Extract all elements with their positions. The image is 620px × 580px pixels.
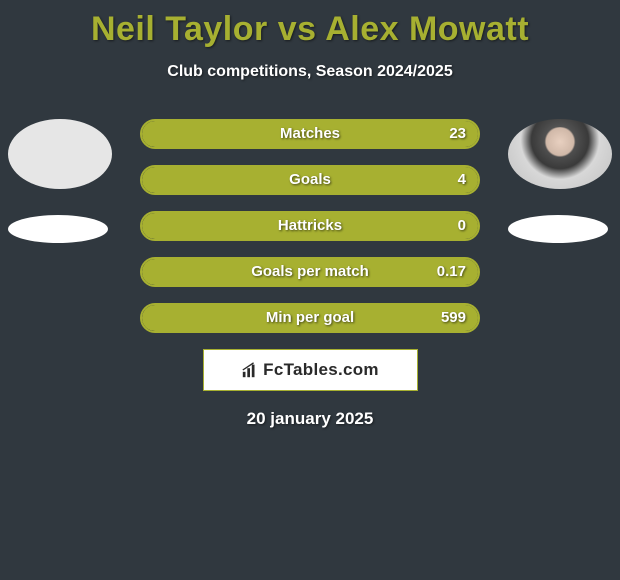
- stat-bar-goals: Goals 4: [140, 165, 480, 195]
- stat-bars: Matches 23 Goals 4 Hattricks 0 Goals per…: [140, 119, 480, 333]
- stat-value: 0: [458, 213, 466, 239]
- stat-bar-hattricks: Hattricks 0: [140, 211, 480, 241]
- stat-value: 23: [449, 121, 466, 147]
- stat-value: 4: [458, 167, 466, 193]
- player-left-shadow: [8, 215, 108, 243]
- player-right-avatar: [508, 119, 612, 189]
- player-right-shadow: [508, 215, 608, 243]
- stat-value: 0.17: [437, 259, 466, 285]
- stat-bar-matches: Matches 23: [140, 119, 480, 149]
- bar-chart-icon: [241, 361, 259, 379]
- page-title: Neil Taylor vs Alex Mowatt: [0, 0, 620, 49]
- stat-label: Min per goal: [142, 305, 478, 331]
- date-text: 20 january 2025: [0, 409, 620, 429]
- stat-label: Goals: [142, 167, 478, 193]
- stat-label: Goals per match: [142, 259, 478, 285]
- stat-label: Hattricks: [142, 213, 478, 239]
- logo-box[interactable]: FcTables.com: [203, 349, 418, 391]
- player-right-column: [508, 119, 612, 243]
- stat-label: Matches: [142, 121, 478, 147]
- logo-text: FcTables.com: [263, 360, 379, 380]
- player-left-avatar: [8, 119, 112, 189]
- stat-bar-goals-per-match: Goals per match 0.17: [140, 257, 480, 287]
- stats-area: Matches 23 Goals 4 Hattricks 0 Goals per…: [0, 119, 620, 429]
- stat-bar-min-per-goal: Min per goal 599: [140, 303, 480, 333]
- player-left-column: [8, 119, 112, 243]
- subtitle: Club competitions, Season 2024/2025: [0, 63, 620, 81]
- stat-value: 599: [441, 305, 466, 331]
